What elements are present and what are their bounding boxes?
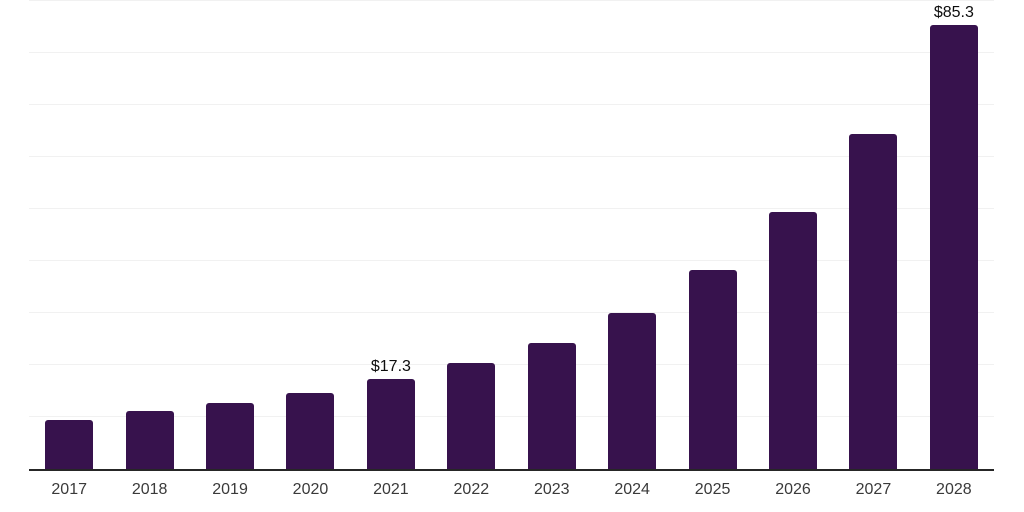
bar-column-2019 [190,1,270,469]
x-tick-label-2027: 2027 [855,481,892,498]
gridline-30 [29,312,994,313]
x-axis-line [29,469,994,471]
x-axis-tick-labels: 2017 2018 2019 2020 2021 2022 2023 2024 2025 2026… [29,479,994,501]
bar-2023 [527,343,576,469]
x-tick-label-2022: 2022 [453,481,490,498]
bar-column-2026 [753,1,833,469]
bar-2027 [849,133,898,469]
x-tick-label-2025: 2025 [694,481,731,498]
x-tick-label-2019: 2019 [212,481,248,498]
gridline-50 [29,208,994,209]
bar-column-2022 [431,1,511,469]
bar-2017 [45,419,94,469]
bar-2019 [206,403,255,469]
gridline-90 [29,0,994,1]
x-tick-label-2020: 2020 [292,481,329,498]
bar-2026 [769,212,817,469]
x-tick-label-2028: 2028 [936,481,972,498]
plot-area: $17.3 $85.3 [29,0,994,471]
bars-layer: $17.3 $85.3 [29,1,994,469]
x-tick-label-2026: 2026 [775,481,811,498]
gridline-80 [29,52,994,53]
gridline-20 [29,364,994,365]
gridline-40 [29,260,994,261]
bar-column-2020 [270,1,350,469]
gridline-60 [29,156,994,157]
x-tick-label-2024: 2024 [614,481,650,498]
bar-value-label-2021: $17.3 [370,358,411,376]
bar-column-2021: $17.3 [351,1,431,469]
bar-column-2023 [512,1,592,469]
bar-2020 [286,392,335,469]
x-tick-label-2021: 2021 [373,481,409,498]
x-tick-label-2018: 2018 [131,481,168,498]
bar-value-label-2028: $85.3 [933,4,974,22]
x-tick-label-2017: 2017 [51,481,87,498]
bar-column-2027 [833,1,913,469]
bar-column-2018 [109,1,189,469]
bar-column-2017 [29,1,109,469]
gridline-10 [29,416,994,417]
bar-2028: $85.3 [929,5,978,469]
bar-column-2025 [672,1,752,469]
bar-column-2024 [592,1,672,469]
bar-2025 [688,270,737,469]
bar-column-2028: $85.3 [914,1,994,469]
bar-2024 [608,313,657,469]
x-tick-label-2023: 2023 [533,481,570,498]
gridline-70 [29,104,994,105]
bar-2018 [125,411,174,469]
bar-2022 [447,362,496,469]
bar-2021: $17.3 [366,359,415,469]
